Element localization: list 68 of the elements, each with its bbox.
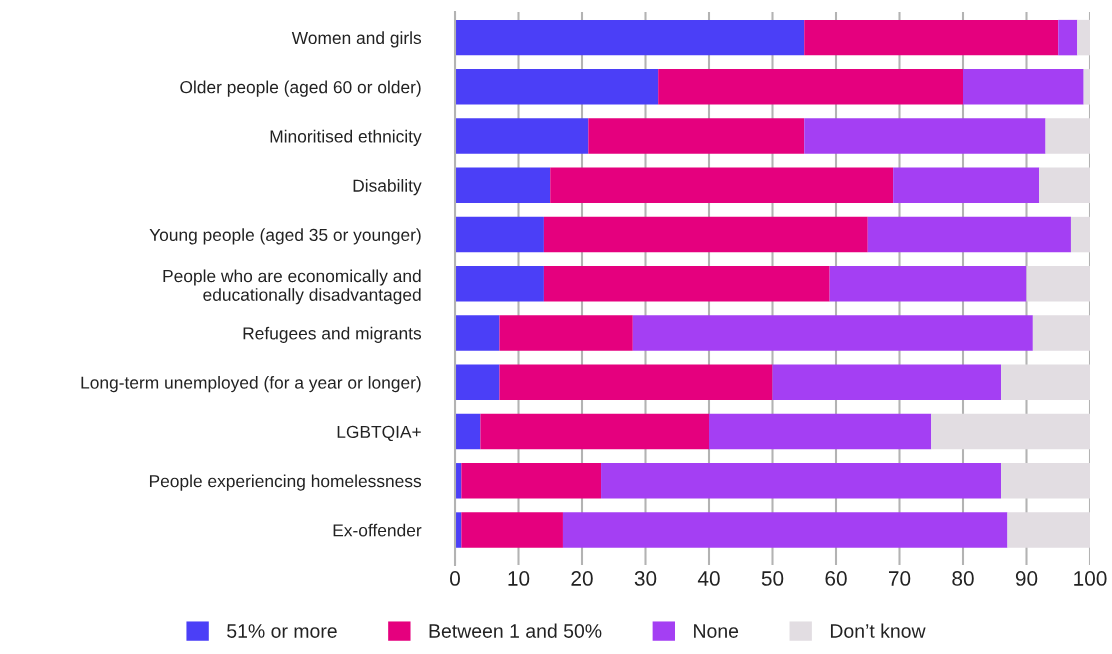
- bar: [1077, 19, 1090, 56]
- bar: [499, 364, 773, 401]
- bar: [1070, 216, 1090, 253]
- bar: [1039, 167, 1090, 204]
- bar: [829, 266, 1027, 302]
- x-tick-label: 30: [634, 571, 657, 586]
- bar: [461, 512, 563, 548]
- bar: [455, 69, 659, 105]
- bar: [1026, 266, 1090, 302]
- y-tick-label: Refugees and migrants: [243, 326, 422, 343]
- bar: [543, 266, 830, 302]
- bar: [455, 216, 544, 253]
- legend-label: Between 1 and 50%: [429, 623, 602, 638]
- y-tick-label: People experiencing homelessness: [149, 474, 422, 491]
- x-tick-label: 40: [697, 571, 720, 586]
- bar: [455, 118, 589, 154]
- bar: [455, 167, 551, 204]
- y-tick-label: People who are economically and educationally disadvantaged: [163, 269, 421, 305]
- y-tick-label: Disability: [353, 179, 422, 196]
- bar: [455, 364, 500, 401]
- bar: [772, 364, 1002, 401]
- bar: [499, 315, 633, 351]
- legend-label: None: [694, 624, 739, 638]
- bar: [1032, 315, 1090, 351]
- bar: [601, 463, 1002, 499]
- bar: [1083, 69, 1090, 105]
- bar: [1058, 19, 1078, 56]
- bar: [1001, 364, 1090, 401]
- bar: [461, 463, 602, 499]
- bar: [804, 19, 1059, 56]
- y-tick-label: Minoritised ethnicity: [270, 129, 422, 146]
- bar: [588, 118, 805, 154]
- x-tick-label: 70: [888, 571, 911, 586]
- bar: [658, 69, 963, 105]
- x-tick-label: 10: [508, 571, 530, 586]
- bar: [455, 413, 481, 450]
- bar: [893, 167, 1040, 204]
- y-tick-label: LGBTQIA+: [337, 425, 421, 442]
- bar: [804, 118, 1046, 154]
- bar: [963, 69, 1084, 105]
- bar: [1045, 118, 1090, 154]
- x-tick-label: 90: [1015, 571, 1038, 586]
- bar: [455, 315, 500, 351]
- y-tick-label: Long-term unemployed (for a year or longer): [81, 376, 421, 393]
- y-tick-label: Ex-offender: [333, 523, 422, 537]
- x-tick-label: 50: [761, 571, 784, 586]
- y-tick-label: Young people (aged 35 or younger): [149, 228, 421, 245]
- x-tick-label: 20: [571, 571, 593, 586]
- bar: [562, 512, 1008, 548]
- y-tick-label: Older people (aged 60 or older): [180, 80, 421, 97]
- bar: [867, 216, 1071, 253]
- bar: [455, 266, 544, 302]
- x-tick-label: 60: [825, 571, 847, 586]
- x-tick-label: 80: [952, 571, 974, 586]
- bar: [455, 19, 805, 56]
- bar: [550, 167, 894, 204]
- bar: [1001, 463, 1090, 499]
- bar: [709, 413, 932, 450]
- y-tick-label: Women and girls: [291, 31, 422, 48]
- bar: [480, 413, 709, 450]
- bar: [1007, 512, 1090, 548]
- bar: [931, 413, 1090, 450]
- bar: [543, 216, 868, 253]
- legend-label: Don’t know: [830, 623, 926, 638]
- x-tick-label: 0: [450, 571, 460, 586]
- bar: [632, 315, 1033, 351]
- legend-label: 51% or more: [227, 624, 337, 638]
- x-tick-label: 100: [1074, 571, 1107, 586]
